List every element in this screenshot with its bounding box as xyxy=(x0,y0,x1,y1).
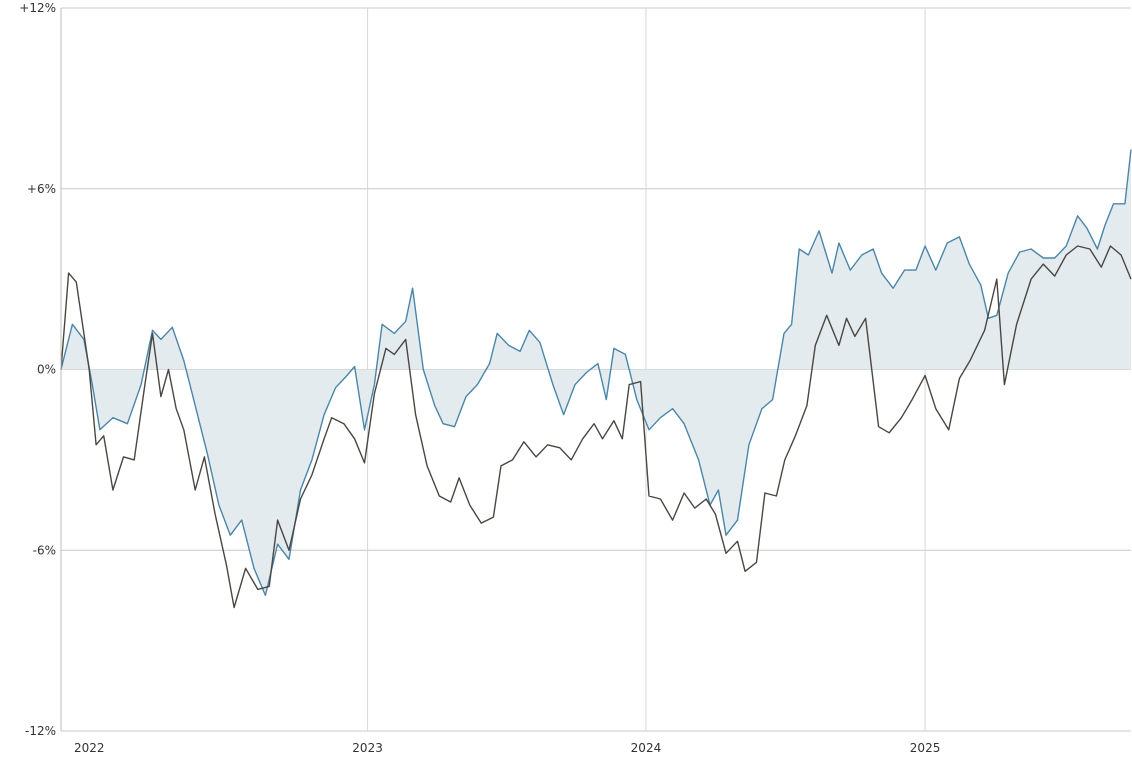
y-tick-label-0: +12% xyxy=(19,1,56,15)
series-lines xyxy=(60,149,1132,609)
series-line-0 xyxy=(60,149,1132,597)
y-tick-label-4: -12% xyxy=(25,724,56,738)
x-tick-label-2: 2024 xyxy=(631,741,662,755)
area-fill xyxy=(61,149,1131,596)
series-line-1 xyxy=(60,245,1132,609)
x-tick-label-3: 2025 xyxy=(910,741,941,755)
y-tick-label-3: -6% xyxy=(33,543,56,557)
y-tick-label-1: +6% xyxy=(27,182,56,196)
y-tick-labels: +12% +6% 0% -6% -12% xyxy=(19,1,56,738)
area-fill-series-0 xyxy=(61,149,1131,596)
x-tick-label-1: 2023 xyxy=(352,741,383,755)
x-tick-label-0: 2022 xyxy=(74,741,105,755)
x-tick-labels: 2022 2023 2024 2025 xyxy=(74,741,940,755)
y-tick-label-2: 0% xyxy=(37,363,56,377)
